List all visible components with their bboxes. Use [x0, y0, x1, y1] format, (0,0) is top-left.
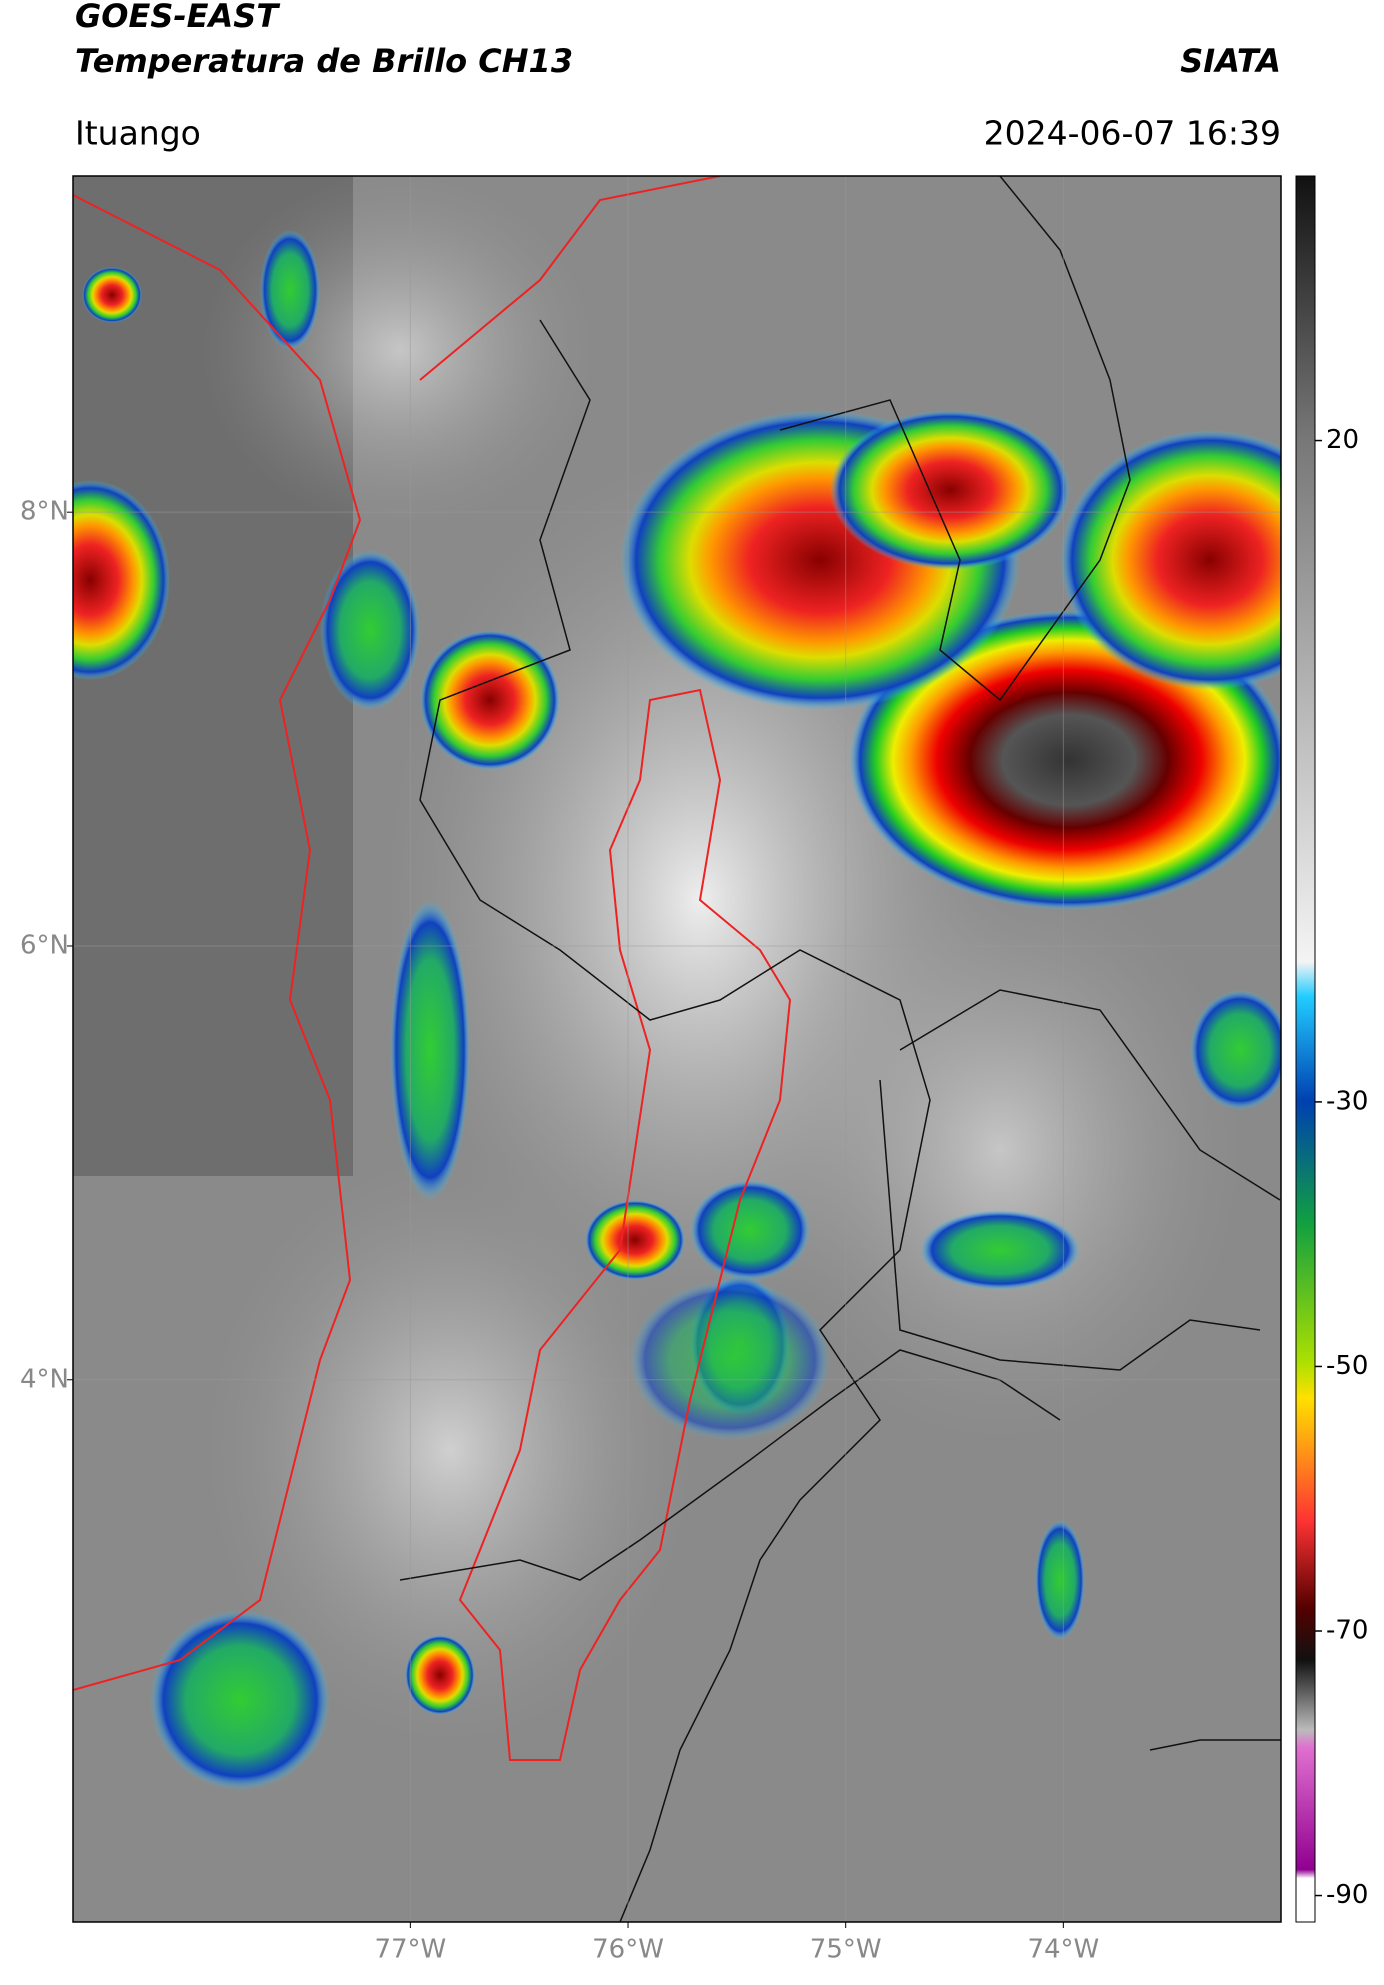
grid — [73, 176, 1281, 1922]
colorbar-tick-label: -70 — [1326, 1616, 1368, 1646]
x-tick-label: 75°W — [810, 1935, 882, 1965]
datetime: 2024-06-07 16:39 — [984, 114, 1281, 153]
title: GOES-EAST — [75, 0, 280, 35]
y-tick-label: 6°N — [20, 930, 69, 960]
colorbar-tick-label: -90 — [1326, 1880, 1368, 1910]
y-tick-label: 8°N — [20, 497, 69, 527]
colorbar-tick-label: 20 — [1326, 425, 1359, 455]
x-tick-label: 74°W — [1027, 1935, 1099, 1965]
y-tick-label: 4°N — [20, 1364, 69, 1394]
x-tick-label: 76°W — [592, 1935, 664, 1965]
map-frame — [72, 175, 1282, 1923]
colorbar — [1295, 175, 1316, 1923]
colorbar-tick-label: -30 — [1326, 1086, 1368, 1116]
location: Ituango — [75, 114, 201, 153]
x-tick-label: 77°W — [374, 1935, 446, 1965]
satellite-image — [73, 176, 1281, 1922]
source: SIATA — [1180, 42, 1281, 80]
subtitle: Temperatura de Brillo CH13 — [75, 42, 573, 80]
colorbar-tick-label: -50 — [1326, 1351, 1368, 1381]
